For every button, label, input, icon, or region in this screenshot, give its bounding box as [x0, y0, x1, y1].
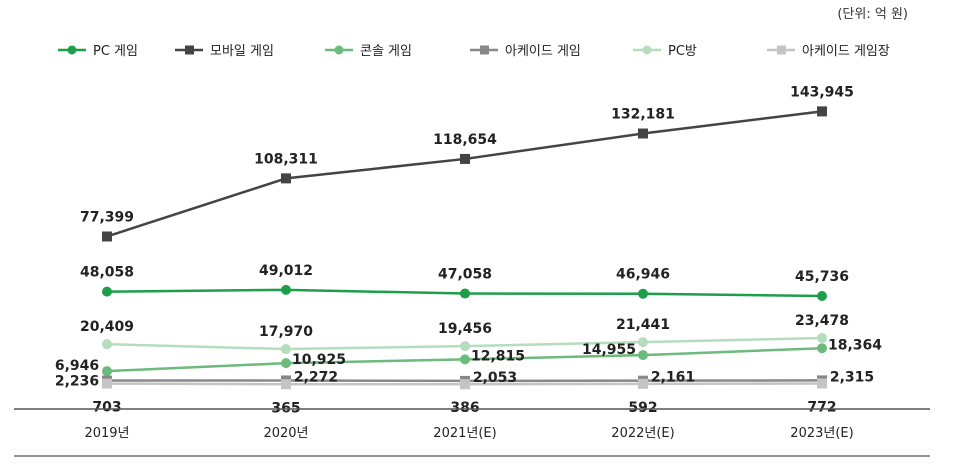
data-label: 47,058: [438, 267, 492, 283]
data-point: [638, 378, 648, 389]
legend-item: PC 게임: [58, 44, 138, 59]
data-label: 14,955: [582, 342, 636, 358]
series: [102, 106, 827, 242]
series-layer: [102, 106, 827, 390]
unit-note: (단위: 억 원): [837, 7, 908, 22]
legend-label: 콘솔 게임: [360, 44, 412, 59]
legend-marker: [185, 45, 194, 55]
data-point: [638, 288, 648, 299]
data-label: 20,409: [80, 319, 134, 335]
legend-marker: [777, 45, 786, 55]
data-point: [817, 343, 827, 354]
data-point: [817, 333, 827, 344]
data-label: 108,311: [254, 151, 318, 167]
series: [102, 333, 827, 355]
data-label: 12,815: [471, 348, 525, 364]
data-label: 386: [450, 400, 479, 416]
legend-label: PC방: [668, 44, 697, 59]
data-label: 2,315: [830, 369, 874, 385]
data-point: [281, 284, 291, 295]
data-label: 23,478: [795, 313, 849, 329]
data-label: 2,053: [473, 370, 517, 386]
data-label: 19,456: [438, 321, 492, 337]
data-point: [817, 378, 827, 389]
data-point: [102, 339, 112, 350]
data-label: 118,654: [433, 132, 497, 148]
legend-marker: [67, 45, 77, 55]
data-point: [638, 350, 648, 361]
data-point: [460, 341, 470, 352]
series: [102, 378, 827, 390]
data-point: [281, 379, 291, 390]
data-point: [281, 173, 291, 184]
x-tick-label: 2023년(E): [790, 426, 853, 441]
data-label: 703: [92, 400, 121, 416]
data-label: 10,925: [292, 352, 346, 368]
data-point: [460, 288, 470, 299]
data-label: 17,970: [259, 324, 313, 340]
data-point: [638, 128, 648, 139]
data-label: 18,364: [828, 337, 882, 353]
data-label: 132,181: [611, 106, 675, 122]
legend: PC 게임 모바일 게임 콘솔 게임 아케이드 게임 PC방 아케이드 게임장: [58, 44, 890, 59]
legend-marker: [642, 45, 652, 55]
data-labels: 48,058 49,012 47,058 46,946 45,736 77,399 108,…: [55, 84, 882, 416]
legend-item: PC방: [633, 44, 697, 59]
data-point: [102, 286, 112, 297]
legend-item: 아케이드 게임장: [767, 44, 890, 59]
legend-item: 모바일 게임: [175, 44, 274, 59]
data-point: [638, 337, 648, 348]
data-point: [281, 344, 291, 355]
data-label: 772: [807, 399, 836, 415]
data-label: 48,058: [80, 265, 134, 281]
data-label: 49,012: [259, 263, 313, 279]
series: [102, 343, 827, 377]
data-point: [460, 153, 470, 164]
data-point: [102, 378, 112, 389]
legend-marker: [334, 45, 344, 55]
data-point: [460, 354, 470, 365]
data-label: 46,946: [616, 267, 670, 283]
x-axis-ticks: 2019년 2020년 2021년(E) 2022년(E) 2023년(E): [84, 426, 853, 441]
data-label: 45,736: [795, 269, 849, 285]
data-point: [817, 106, 827, 117]
data-label: 77,399: [80, 209, 134, 225]
legend-label: 모바일 게임: [210, 44, 274, 59]
data-label: 2,236: [55, 374, 99, 390]
data-label: 6,946: [55, 358, 99, 374]
legend-label: 아케이드 게임: [505, 44, 581, 59]
data-label: 21,441: [616, 317, 670, 333]
data-point: [817, 291, 827, 302]
legend-item: 콘솔 게임: [325, 44, 412, 59]
legend-label: 아케이드 게임장: [802, 44, 890, 59]
series-line: [106, 110, 823, 238]
x-tick-label: 2020년: [263, 426, 308, 441]
x-tick-label: 2021년(E): [433, 426, 496, 441]
data-label: 2,161: [651, 370, 695, 386]
series: [102, 284, 827, 302]
legend-label: PC 게임: [93, 44, 138, 59]
x-tick-label: 2022년(E): [611, 426, 674, 441]
legend-marker: [480, 45, 489, 55]
data-point: [102, 366, 112, 377]
data-label: 592: [628, 400, 657, 416]
data-point: [460, 379, 470, 390]
x-tick-label: 2019년: [84, 426, 129, 441]
data-point: [281, 358, 291, 369]
data-point: [102, 231, 112, 242]
data-label: 2,272: [294, 369, 338, 385]
data-label: 143,945: [790, 84, 854, 100]
legend-item: 아케이드 게임: [470, 44, 581, 59]
